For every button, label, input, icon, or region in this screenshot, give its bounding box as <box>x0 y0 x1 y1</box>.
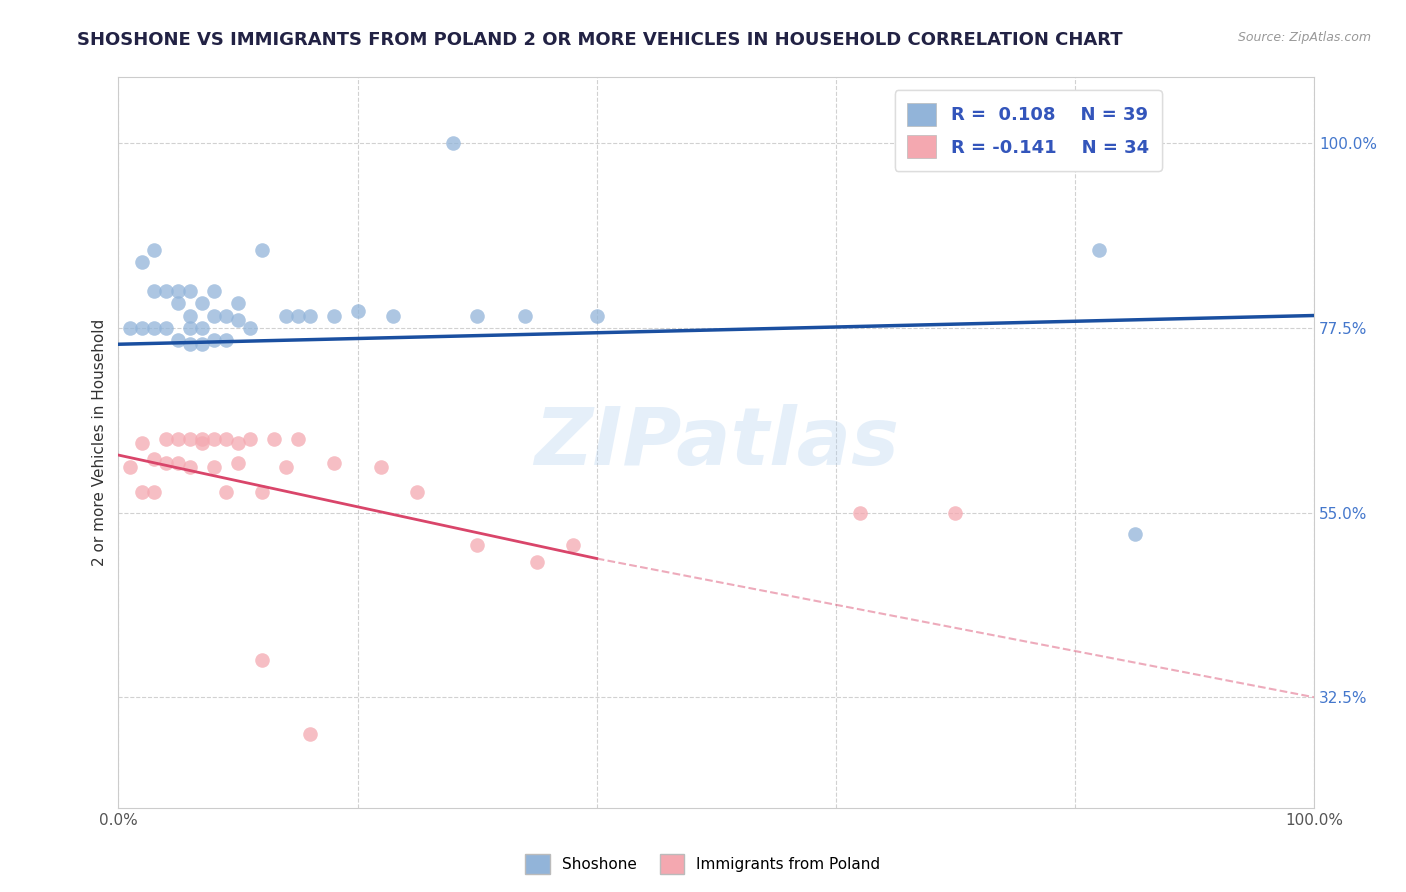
Point <box>143 485 166 500</box>
Point <box>1088 243 1111 257</box>
Point <box>143 321 166 335</box>
Point <box>465 309 488 323</box>
Y-axis label: 2 or more Vehicles in Household: 2 or more Vehicles in Household <box>93 319 107 566</box>
Point <box>167 284 190 298</box>
Point <box>226 456 249 470</box>
Point <box>202 309 225 323</box>
Point <box>155 321 177 335</box>
Point <box>526 555 548 569</box>
Point <box>131 321 153 335</box>
Point <box>287 309 309 323</box>
Point <box>370 460 392 475</box>
Point <box>155 456 177 470</box>
Point <box>120 460 142 475</box>
Point <box>298 309 321 323</box>
Point <box>465 538 488 552</box>
Point <box>143 284 166 298</box>
Point <box>441 136 464 150</box>
Point <box>202 460 225 475</box>
Point <box>167 296 190 310</box>
Point <box>179 284 201 298</box>
Point <box>945 506 967 520</box>
Point <box>287 432 309 446</box>
Point <box>191 321 214 335</box>
Legend: Shoshone, Immigrants from Poland: Shoshone, Immigrants from Poland <box>519 848 887 880</box>
Legend: R =  0.108    N = 39, R = -0.141    N = 34: R = 0.108 N = 39, R = -0.141 N = 34 <box>894 90 1161 171</box>
Point <box>191 337 214 351</box>
Point <box>250 243 273 257</box>
Point <box>202 284 225 298</box>
Point <box>143 452 166 467</box>
Point <box>215 432 238 446</box>
Point <box>131 435 153 450</box>
Point <box>155 284 177 298</box>
Point <box>179 321 201 335</box>
Point <box>179 460 201 475</box>
Point <box>239 432 262 446</box>
Point <box>1123 527 1146 541</box>
Point <box>263 432 285 446</box>
Point <box>322 309 344 323</box>
Point <box>322 456 344 470</box>
Point <box>179 337 201 351</box>
Point <box>585 309 607 323</box>
Point <box>561 538 583 552</box>
Point <box>298 727 321 741</box>
Text: SHOSHONE VS IMMIGRANTS FROM POLAND 2 OR MORE VEHICLES IN HOUSEHOLD CORRELATION C: SHOSHONE VS IMMIGRANTS FROM POLAND 2 OR … <box>77 31 1123 49</box>
Point <box>239 321 262 335</box>
Point <box>143 243 166 257</box>
Point <box>215 309 238 323</box>
Point <box>167 333 190 347</box>
Point <box>226 312 249 326</box>
Point <box>274 460 297 475</box>
Point <box>215 333 238 347</box>
Point <box>215 485 238 500</box>
Point <box>250 653 273 667</box>
Point <box>131 255 153 269</box>
Point <box>179 432 201 446</box>
Point <box>179 309 201 323</box>
Point <box>513 309 536 323</box>
Point <box>131 485 153 500</box>
Point <box>191 435 214 450</box>
Point <box>191 432 214 446</box>
Point <box>848 506 870 520</box>
Point <box>274 309 297 323</box>
Text: ZIPatlas: ZIPatlas <box>534 404 898 482</box>
Text: Source: ZipAtlas.com: Source: ZipAtlas.com <box>1237 31 1371 45</box>
Point <box>226 435 249 450</box>
Point <box>120 321 142 335</box>
Point <box>167 456 190 470</box>
Point <box>155 432 177 446</box>
Point <box>382 309 405 323</box>
Point <box>191 296 214 310</box>
Point <box>202 432 225 446</box>
Point <box>406 485 429 500</box>
Point <box>226 296 249 310</box>
Point <box>250 485 273 500</box>
Point <box>202 333 225 347</box>
Point <box>346 304 368 318</box>
Point <box>167 432 190 446</box>
